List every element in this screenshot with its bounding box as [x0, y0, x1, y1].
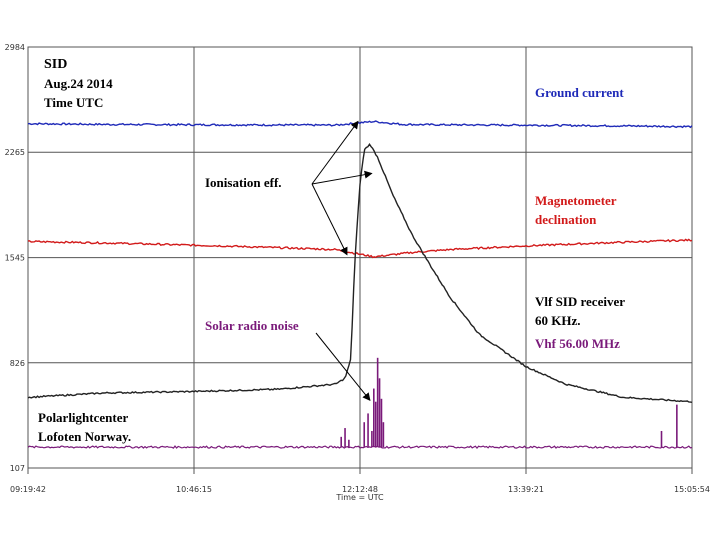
y-tick-labels: 2984 2265 1545 826 107 [5, 43, 25, 473]
arrow-to-radio-noise [315, 332, 371, 402]
legend-magnetometer-1: Magnetometer [535, 193, 617, 208]
legend-magnetometer-2: declination [535, 212, 597, 227]
x-tick-labels: 09:19:42 10:46:15 12:12:48 13:39:21 15:05:54 [10, 485, 710, 494]
annotation-arrows [311, 120, 373, 402]
series-vhf-baseline [27, 445, 693, 450]
gridlines [27, 47, 693, 474]
title-line-3: Time UTC [44, 95, 103, 110]
y-tick-label: 107 [10, 464, 25, 473]
series-ground [27, 120, 693, 129]
solar-radio-noise-label: Solar radio noise [205, 318, 299, 333]
site-line-1: Polarlightcenter [38, 410, 128, 425]
arrow-to-magnetometer [311, 183, 348, 256]
x-tick-label: 09:19:42 [10, 485, 46, 494]
series-vlf [27, 143, 693, 403]
title-line-2: Aug.24 2014 [44, 76, 113, 91]
y-tick-label: 826 [10, 359, 25, 368]
legend-vlf-1: Vlf SID receiver [535, 294, 625, 309]
series-lines [27, 120, 693, 450]
title-line-1: SID [44, 57, 67, 72]
ionisation-label: Ionisation eff. [205, 175, 282, 190]
x-tick-label: 15:05:54 [674, 485, 710, 494]
y-tick-label: 2265 [5, 148, 25, 157]
x-axis-label: Time = UTC [335, 493, 384, 502]
series-magnetometer [27, 238, 693, 259]
x-tick-label: 13:39:21 [508, 485, 544, 494]
y-tick-label: 2984 [5, 43, 25, 52]
arrow-to-vlf-peak [311, 170, 373, 185]
x-tick-label: 12:12:48 [342, 485, 378, 494]
site-line-2: Lofoten Norway. [38, 429, 131, 444]
x-tick-label: 10:46:15 [176, 485, 212, 494]
legend-ground-current: Ground current [535, 85, 624, 100]
legend-vhf: Vhf 56.00 MHz [535, 336, 620, 351]
y-tick-label: 1545 [5, 254, 25, 263]
arrow-to-ground-current [311, 120, 359, 185]
legend-vlf-2: 60 KHz. [535, 313, 581, 328]
